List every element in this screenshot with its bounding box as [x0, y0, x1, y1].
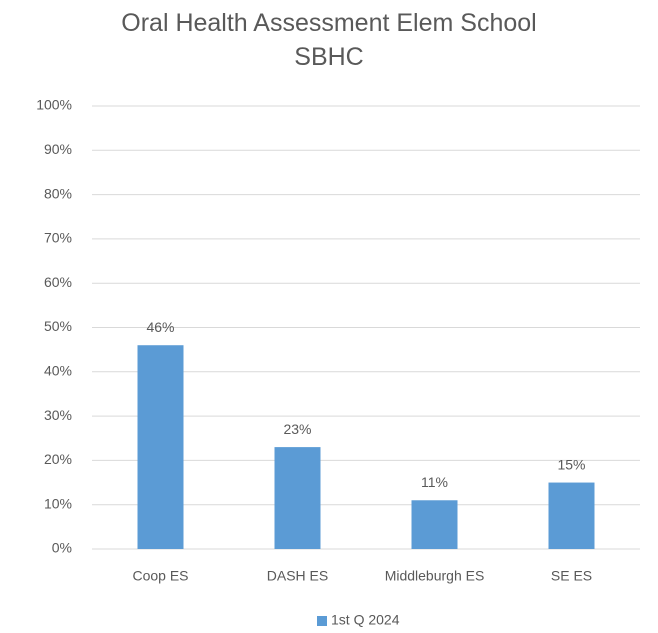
- chart-title: Oral Health Assessment Elem School SBHC: [121, 9, 537, 71]
- legend-swatch: [317, 616, 327, 626]
- data-label: 15%: [557, 456, 585, 472]
- y-tick-label: 40%: [44, 363, 72, 379]
- bar: [548, 482, 595, 549]
- y-tick-label: 20%: [44, 451, 72, 467]
- y-tick-label: 10%: [44, 495, 72, 511]
- bar: [411, 500, 458, 549]
- y-tick-label: 70%: [44, 230, 72, 246]
- x-tick-label: Coop ES: [132, 568, 188, 584]
- y-tick-label: 100%: [36, 97, 72, 113]
- bar: [137, 345, 184, 549]
- y-tick-label: 90%: [44, 141, 72, 157]
- y-tick-label: 30%: [44, 407, 72, 423]
- data-label: 23%: [283, 421, 311, 437]
- y-tick-label: 60%: [44, 274, 72, 290]
- legend-label: 1st Q 2024: [331, 612, 400, 628]
- x-tick-label: DASH ES: [267, 568, 328, 584]
- y-tick-label: 0%: [52, 540, 72, 556]
- data-label: 46%: [146, 319, 174, 335]
- bar: [274, 447, 321, 549]
- y-tick-label: 50%: [44, 318, 72, 334]
- x-tick-label: Middleburgh ES: [385, 568, 485, 584]
- x-tick-label: SE ES: [551, 568, 592, 584]
- data-label: 11%: [421, 474, 448, 490]
- y-tick-label: 80%: [44, 185, 72, 201]
